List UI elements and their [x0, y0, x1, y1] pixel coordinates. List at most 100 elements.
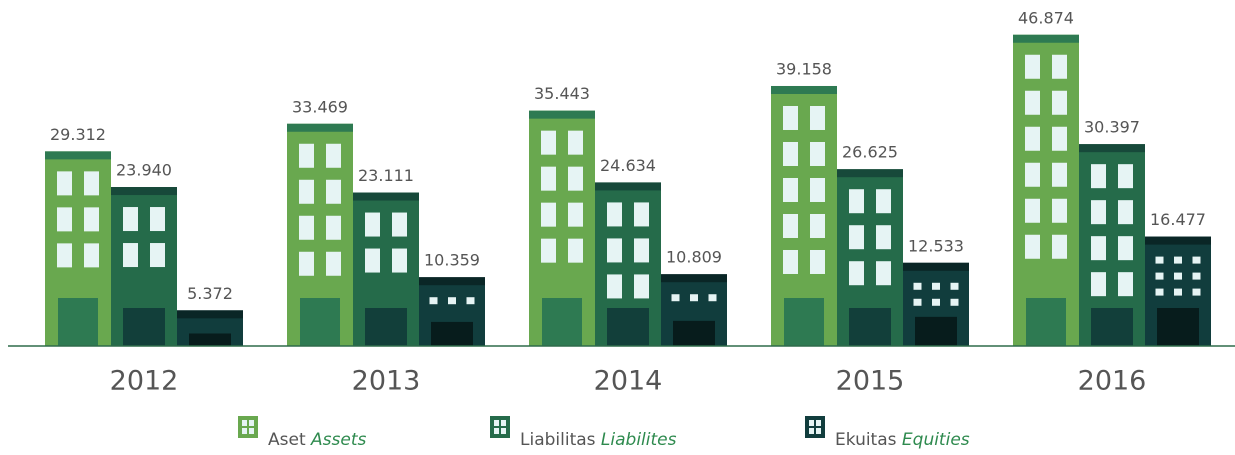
roof	[1013, 35, 1079, 43]
window	[84, 243, 99, 267]
window	[84, 171, 99, 195]
roof	[1079, 144, 1145, 152]
x-tick-label: 2014	[594, 366, 663, 397]
door	[607, 308, 649, 346]
legend-icon	[490, 416, 510, 438]
x-tick-label: 2015	[836, 366, 905, 397]
window	[810, 106, 825, 130]
legend-label-part: Ekuitas	[835, 430, 902, 450]
window	[541, 131, 556, 155]
roof	[419, 277, 485, 285]
window	[634, 238, 649, 262]
window	[1193, 289, 1201, 296]
value-label: 46.874	[1018, 8, 1074, 27]
window	[1025, 127, 1040, 151]
door	[189, 334, 231, 346]
value-label: 24.634	[600, 156, 656, 175]
value-label: 12.533	[908, 236, 964, 255]
window	[810, 214, 825, 238]
window	[1156, 289, 1164, 296]
window	[783, 250, 798, 274]
window	[914, 299, 922, 306]
door	[915, 317, 957, 346]
window	[1118, 236, 1133, 260]
window	[448, 297, 456, 304]
legend-label: Ekuitas Equities	[835, 430, 970, 450]
window	[951, 283, 959, 290]
value-label: 10.359	[424, 251, 480, 270]
window	[1025, 163, 1040, 187]
window	[1174, 289, 1182, 296]
window	[1052, 199, 1067, 223]
window	[326, 180, 341, 204]
window	[1156, 257, 1164, 264]
legend-icon-window	[501, 428, 506, 434]
window	[1174, 273, 1182, 280]
window	[123, 243, 138, 267]
value-label: 35.443	[534, 84, 590, 103]
window	[1025, 199, 1040, 223]
legend-icon-window	[494, 428, 499, 434]
roof	[903, 263, 969, 271]
window	[849, 261, 864, 285]
roof	[177, 310, 243, 318]
window	[326, 144, 341, 168]
x-tick-label: 2012	[110, 366, 179, 397]
value-label: 10.809	[666, 248, 722, 267]
window	[299, 252, 314, 276]
door	[300, 298, 340, 346]
window	[299, 144, 314, 168]
window	[57, 243, 72, 267]
window	[709, 294, 717, 301]
value-label: 33.469	[292, 97, 348, 116]
window	[607, 238, 622, 262]
window	[1156, 273, 1164, 280]
window	[810, 142, 825, 166]
door	[431, 322, 473, 346]
window	[1193, 273, 1201, 280]
window	[365, 249, 380, 273]
window	[1091, 236, 1106, 260]
window	[810, 250, 825, 274]
window	[1091, 200, 1106, 224]
window	[568, 203, 583, 227]
value-label: 29.312	[50, 125, 106, 144]
window	[634, 274, 649, 298]
window	[568, 167, 583, 191]
window	[299, 216, 314, 240]
window	[430, 297, 438, 304]
window	[607, 202, 622, 226]
window	[365, 213, 380, 237]
window	[849, 225, 864, 249]
legend-label-part: Liabilitas	[520, 430, 601, 450]
legend-icon-window	[242, 428, 247, 434]
window	[932, 299, 940, 306]
window	[84, 207, 99, 231]
window	[150, 243, 165, 267]
window	[1052, 235, 1067, 259]
window	[1193, 257, 1201, 264]
roof	[661, 274, 727, 282]
window	[849, 189, 864, 213]
window	[57, 171, 72, 195]
window	[541, 167, 556, 191]
legend-icon-window	[242, 420, 247, 426]
roof	[287, 124, 353, 132]
legend-label-part: Equities	[902, 430, 970, 450]
legend-icon	[238, 416, 258, 438]
window	[1025, 235, 1040, 259]
door	[784, 298, 824, 346]
window	[1118, 272, 1133, 296]
window	[1091, 164, 1106, 188]
door	[1157, 308, 1199, 346]
legend-icon-window	[249, 428, 254, 434]
window	[1174, 257, 1182, 264]
legend-label: Liabilitas Liabilites	[520, 430, 677, 450]
legend-icon-window	[809, 420, 814, 426]
window	[541, 239, 556, 263]
door	[542, 298, 582, 346]
value-label: 16.477	[1150, 210, 1206, 229]
window	[326, 252, 341, 276]
door	[365, 308, 407, 346]
window	[57, 207, 72, 231]
